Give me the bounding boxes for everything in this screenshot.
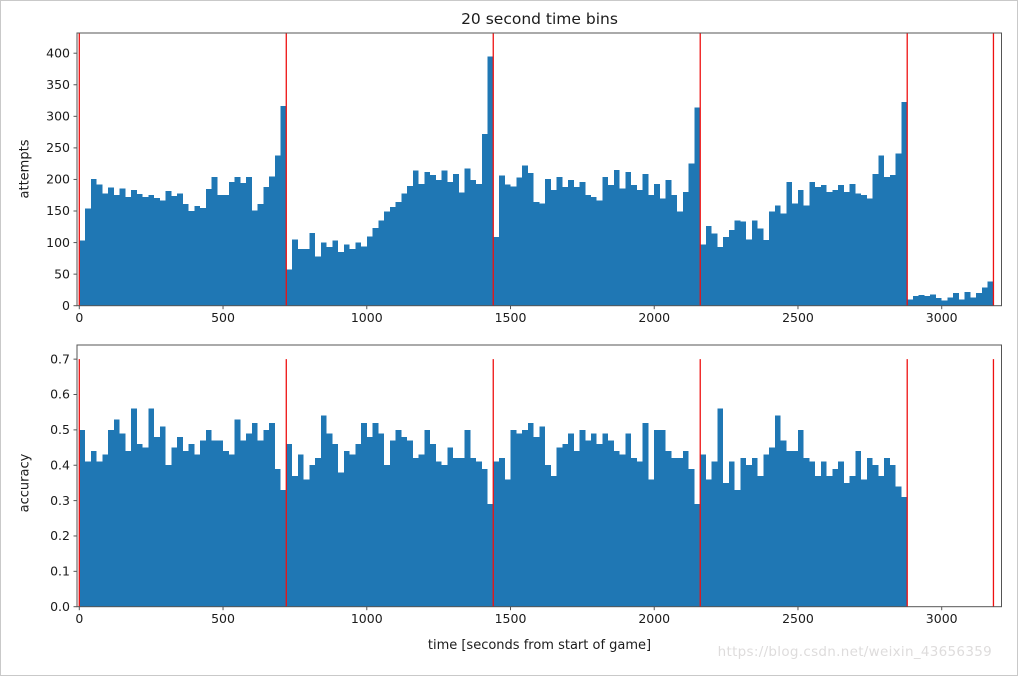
svg-text:1500: 1500 [495,611,527,626]
attempts-per-20s-histogram-tick-labels: 0 500 1000 1500 2000 2500 3000 0 50 100 150 200 250 3… [46,45,958,325]
svg-text:350: 350 [46,77,70,92]
svg-text:100: 100 [46,235,70,250]
svg-text:0: 0 [75,611,83,626]
svg-text:300: 300 [46,109,70,124]
svg-text:0.1: 0.1 [50,564,70,579]
svg-text:150: 150 [46,203,70,218]
svg-text:0: 0 [75,310,83,325]
svg-text:3000: 3000 [926,611,958,626]
svg-text:2500: 2500 [782,310,814,325]
attempts-per-20s-histogram-axes-frame [76,32,1002,307]
attempts-axis-label: attempts [17,139,33,199]
svg-text:0.6: 0.6 [50,387,70,402]
svg-text:0: 0 [62,298,70,313]
attempts-per-20s-histogram-bars [79,56,994,306]
attempts-per-20s-histogram: 0 500 1000 1500 2000 2500 3000 0 50 100 150 200 250 3… [46,32,1002,325]
svg-text:2000: 2000 [638,310,670,325]
attempts-per-20s-histogram-game-boundary-lines [78,33,995,306]
svg-text:0.4: 0.4 [50,457,70,472]
svg-text:500: 500 [211,310,235,325]
svg-text:2000: 2000 [638,611,670,626]
svg-text:1500: 1500 [495,310,527,325]
accuracy-per-20s-histogram-axes-frame [76,344,1002,608]
svg-text:0.2: 0.2 [50,528,70,543]
accuracy-per-20s-histogram-bars [79,408,908,607]
svg-text:2500: 2500 [782,611,814,626]
accuracy-per-20s-histogram-ticks [73,358,943,611]
svg-text:0.0: 0.0 [50,599,70,614]
csdn-watermark: https://blog.csdn.net/weixin_43656359 [717,644,992,660]
svg-text:400: 400 [46,45,70,60]
svg-text:500: 500 [211,611,235,626]
attempts-per-20s-histogram-ticks [73,52,943,310]
accuracy-axis-label: accuracy [17,453,33,513]
svg-text:3000: 3000 [926,310,958,325]
svg-text:1000: 1000 [351,310,383,325]
svg-text:0.3: 0.3 [50,493,70,508]
svg-text:1000: 1000 [351,611,383,626]
svg-text:0.7: 0.7 [50,351,70,366]
accuracy-per-20s-histogram: 0 500 1000 1500 2000 2500 3000 0.0 0.1 0.2 0.3 0.4 0… [50,344,1002,626]
svg-text:0.5: 0.5 [50,422,70,437]
time-axis-label: time [seconds from start of game] [427,638,652,653]
svg-text:50: 50 [54,266,70,281]
accuracy-per-20s-histogram-game-boundary-lines [78,359,995,607]
svg-text:200: 200 [46,172,70,187]
accuracy-per-20s-histogram-tick-labels: 0 500 1000 1500 2000 2500 3000 0.0 0.1 0.2 0.3 0.4 0… [50,351,958,626]
svg-text:250: 250 [46,140,70,155]
chart-title: 20 second time bins [461,10,618,28]
